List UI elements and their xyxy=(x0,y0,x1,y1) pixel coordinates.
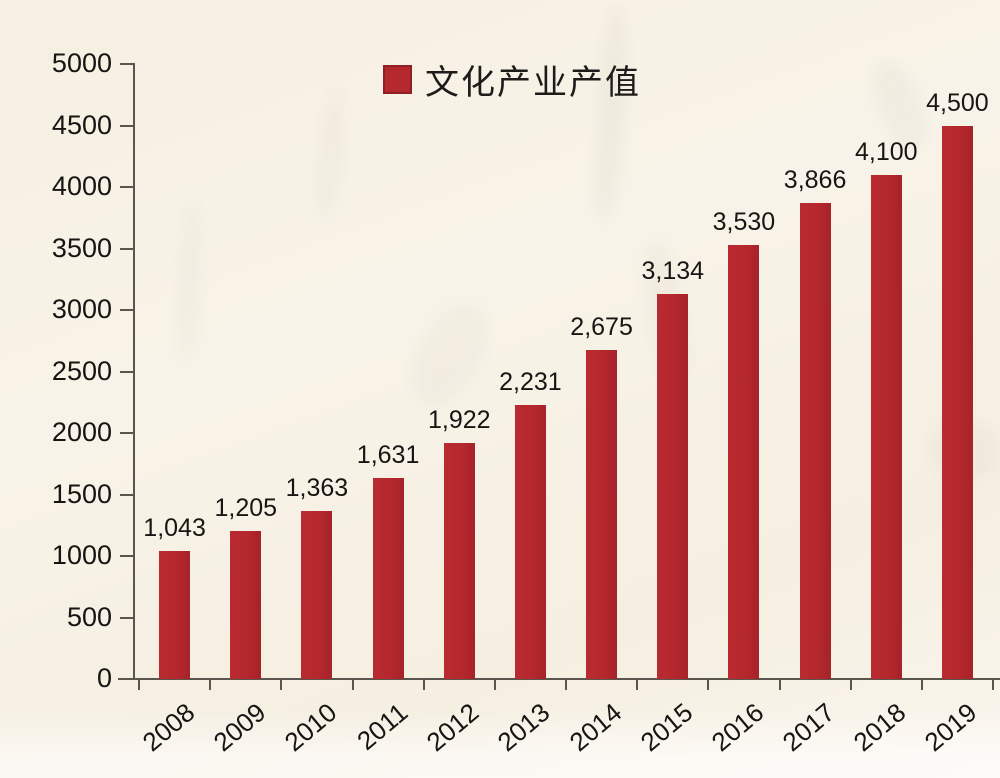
bar xyxy=(443,442,475,679)
x-tick-mark xyxy=(778,679,781,690)
x-tick-mark xyxy=(920,679,923,690)
x-tick-mark xyxy=(849,679,852,690)
bar-value-label: 1,922 xyxy=(427,405,491,434)
y-tick-label: 0 xyxy=(96,663,112,693)
y-tick-mark xyxy=(120,124,134,127)
bar xyxy=(159,550,191,679)
paper-smudge xyxy=(397,292,504,417)
y-tick-label: 1000 xyxy=(51,540,112,570)
y-tick-label: 2000 xyxy=(51,417,112,447)
legend-label: 文化产业产值 xyxy=(425,64,641,102)
bar-value-label: 1,043 xyxy=(143,513,206,542)
y-tick-mark xyxy=(120,616,134,619)
x-tick-label: 2016 xyxy=(705,697,770,758)
legend-swatch-icon xyxy=(383,65,412,94)
bar xyxy=(301,511,333,679)
y-tick-mark xyxy=(120,555,134,557)
bar-value-label: 4,100 xyxy=(854,137,918,166)
bar-value-label: 1,205 xyxy=(214,493,278,522)
bar-value-label: 2,231 xyxy=(499,367,562,396)
bar-value-label: 3,866 xyxy=(783,166,847,195)
y-tick-label: 2500 xyxy=(51,355,112,386)
x-tick-mark xyxy=(422,679,425,690)
y-tick-mark xyxy=(120,63,134,65)
x-tick-label: 2014 xyxy=(563,697,627,758)
x-tick-label: 2019 xyxy=(919,697,983,758)
x-tick-label: 2017 xyxy=(776,697,841,758)
x-tick-mark xyxy=(280,679,283,690)
y-tick-label: 1500 xyxy=(51,478,112,509)
y-tick-mark xyxy=(120,370,134,373)
bar-value-label: 1,363 xyxy=(285,474,349,503)
x-tick-label: 2013 xyxy=(492,697,556,758)
bar xyxy=(372,478,404,679)
x-tick-mark xyxy=(707,679,710,690)
y-tick-label: 5000 xyxy=(51,48,112,78)
bar xyxy=(657,293,689,679)
x-tick-label: 2008 xyxy=(136,697,200,758)
y-tick-mark xyxy=(120,309,134,311)
bar-value-label: 3,530 xyxy=(712,207,776,236)
x-axis-line xyxy=(118,678,1000,680)
paper-smudge xyxy=(590,9,632,221)
y-tick-label: 3500 xyxy=(51,232,112,263)
y-tick-mark xyxy=(120,247,134,250)
x-tick-mark xyxy=(351,679,354,690)
bar xyxy=(586,349,618,679)
x-tick-mark xyxy=(138,679,140,690)
bar-value-label: 3,134 xyxy=(641,256,705,285)
bar xyxy=(799,203,831,679)
y-tick-label: 4500 xyxy=(51,109,112,140)
x-tick-mark xyxy=(565,679,567,690)
paper-smudge xyxy=(313,89,349,221)
x-tick-label: 2009 xyxy=(207,697,272,758)
y-axis-line xyxy=(133,63,135,680)
bar xyxy=(870,174,902,679)
bar-value-label: 1,631 xyxy=(356,441,420,470)
legend: 文化产业产值 xyxy=(383,55,641,104)
x-tick-mark xyxy=(493,679,496,690)
x-tick-mark xyxy=(636,679,639,690)
y-tick-mark xyxy=(120,186,134,188)
bar-value-label: 2,675 xyxy=(570,312,633,341)
x-tick-mark xyxy=(992,679,994,690)
y-tick-label: 4000 xyxy=(51,171,112,201)
y-tick-label: 3000 xyxy=(51,294,112,324)
x-tick-mark xyxy=(209,679,212,690)
bar xyxy=(514,404,546,679)
x-tick-label: 2015 xyxy=(634,697,699,758)
y-tick-label: 500 xyxy=(66,601,112,632)
paper-smudge xyxy=(176,200,204,361)
bar-value-label: 4,500 xyxy=(926,88,989,117)
y-tick-mark xyxy=(120,432,134,434)
bar xyxy=(728,244,760,679)
bar xyxy=(230,530,262,679)
y-tick-mark xyxy=(120,678,134,680)
x-tick-label: 2012 xyxy=(420,697,485,758)
x-tick-label: 2010 xyxy=(278,697,343,758)
x-tick-label: 2011 xyxy=(351,697,414,756)
y-tick-mark xyxy=(120,493,134,496)
bar xyxy=(941,125,973,679)
x-tick-label: 2018 xyxy=(847,697,912,758)
